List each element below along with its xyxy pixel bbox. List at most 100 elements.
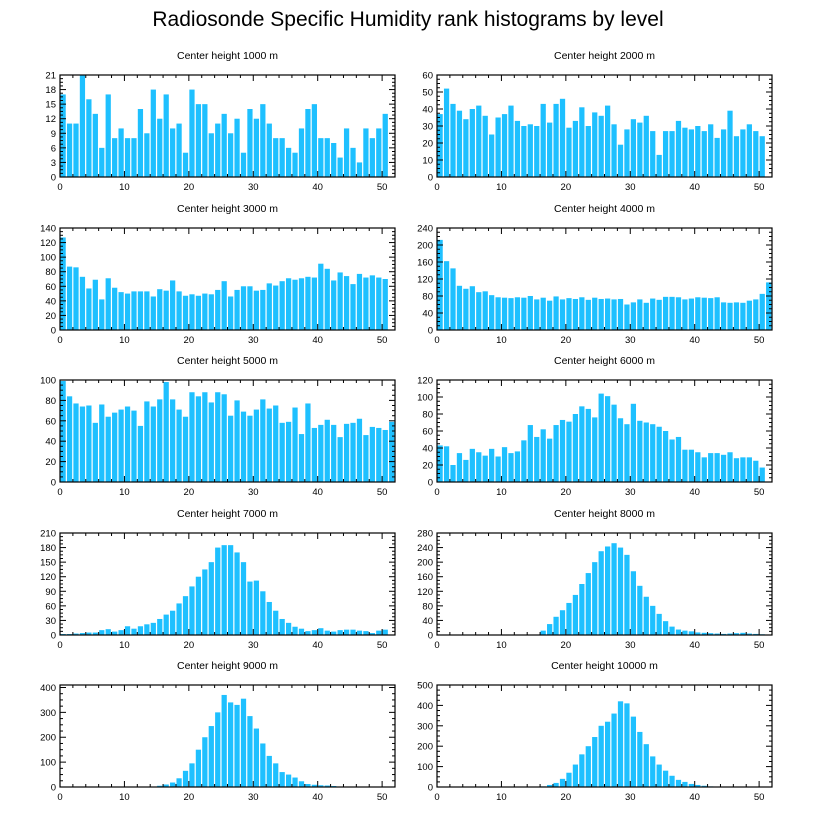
bar <box>592 297 598 330</box>
bar <box>118 128 124 177</box>
bar <box>189 586 195 635</box>
bar <box>285 147 292 177</box>
bar <box>318 628 324 635</box>
bar <box>443 88 450 177</box>
bar <box>73 123 79 177</box>
bar <box>727 302 733 330</box>
bar <box>605 298 611 330</box>
bar <box>324 630 330 635</box>
bar <box>675 779 682 787</box>
panel-title: Center height 5000 m <box>177 355 278 367</box>
bar <box>234 552 240 635</box>
y-tick-label: 100 <box>417 393 433 404</box>
y-tick-label: 60 <box>45 282 56 293</box>
y-tick-label: 100 <box>417 762 433 773</box>
bar <box>688 783 694 787</box>
bar <box>163 290 169 330</box>
panel-title: Center height 7000 m <box>177 508 278 520</box>
panel-title: Center height 3000 m <box>177 203 278 215</box>
bar <box>579 754 585 787</box>
bar <box>746 300 752 330</box>
bar <box>298 128 305 177</box>
bar <box>144 291 150 330</box>
bar <box>131 291 137 330</box>
bar <box>247 109 253 177</box>
bar <box>656 426 662 482</box>
bar <box>650 424 656 482</box>
bar <box>221 394 227 482</box>
bar <box>124 138 131 177</box>
bar <box>202 737 208 787</box>
bar <box>318 138 324 177</box>
bar <box>170 280 176 330</box>
bar <box>170 128 176 177</box>
y-tick-label: 300 <box>417 721 433 732</box>
bar <box>221 694 227 787</box>
bar <box>318 263 324 330</box>
bar <box>598 725 604 787</box>
x-tick-label: 10 <box>496 182 507 193</box>
x-tick-label: 20 <box>561 487 572 498</box>
bar <box>260 399 266 482</box>
bar <box>356 162 363 177</box>
bar <box>105 94 111 177</box>
bar <box>740 457 746 482</box>
bar <box>350 284 356 330</box>
bar <box>456 453 463 482</box>
bar <box>547 784 553 787</box>
x-tick-label: 0 <box>434 640 439 651</box>
bar <box>260 104 266 177</box>
x-tick-label: 10 <box>496 335 507 346</box>
bar <box>746 633 752 635</box>
bar <box>131 628 137 635</box>
x-tick-label: 40 <box>689 335 700 346</box>
bar <box>298 628 305 635</box>
y-tick-label: 0 <box>428 326 433 337</box>
bar <box>279 422 285 482</box>
bar <box>482 115 488 177</box>
x-tick-label: 10 <box>119 487 130 498</box>
bar <box>624 554 630 635</box>
bar <box>170 399 176 482</box>
bar <box>650 298 656 330</box>
bar <box>79 276 86 330</box>
bar <box>675 436 682 482</box>
bar <box>766 282 772 330</box>
bar <box>553 103 559 177</box>
bar <box>540 429 546 482</box>
bar <box>382 629 388 635</box>
bar <box>176 291 182 330</box>
bar <box>650 605 656 635</box>
y-tick-label: 40 <box>45 437 56 448</box>
bar <box>215 547 221 635</box>
bar <box>124 626 131 635</box>
bar <box>240 698 247 787</box>
bar <box>86 632 92 635</box>
bar <box>662 621 669 635</box>
panel-6: Center height 6000 m 0 10 20 30 40 50 0 20 40 60 80… <box>417 355 773 498</box>
panel-title: Center height 10000 m <box>551 660 658 672</box>
bar <box>260 743 266 787</box>
bar <box>534 299 540 330</box>
bar <box>389 421 395 482</box>
x-tick-label: 20 <box>561 640 572 651</box>
bar <box>662 296 669 330</box>
x-tick-label: 0 <box>434 487 439 498</box>
bar <box>163 784 169 787</box>
bar <box>611 124 617 177</box>
x-tick-label: 40 <box>312 487 323 498</box>
bar <box>469 286 475 330</box>
bar <box>476 292 482 330</box>
bar <box>720 129 727 177</box>
bar <box>215 123 221 177</box>
bar <box>150 89 156 177</box>
bar <box>92 279 98 330</box>
bar <box>137 291 144 330</box>
bar <box>382 113 388 177</box>
x-tick-label: 30 <box>248 640 259 651</box>
bar <box>540 630 546 635</box>
bar <box>585 126 591 177</box>
x-tick-label: 50 <box>377 792 388 803</box>
plot-frame <box>436 684 773 788</box>
bar <box>266 283 272 330</box>
